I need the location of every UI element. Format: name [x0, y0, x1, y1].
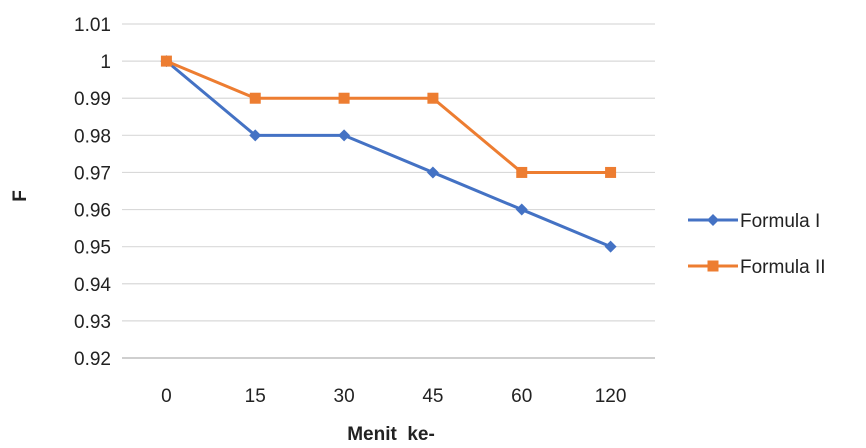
- x-tick-label: 120: [595, 386, 627, 407]
- y-axis-title: F: [10, 190, 31, 202]
- data-point: [249, 92, 261, 104]
- y-tick-label: 0.95: [74, 238, 111, 259]
- legend-label: Formula II: [740, 257, 826, 278]
- x-tick-label: 45: [422, 386, 443, 407]
- series-line: [165, 59, 612, 249]
- legend-label: Formula I: [740, 211, 820, 232]
- y-tick-label: 0.97: [74, 163, 111, 184]
- x-axis-tick-labels: 0 15 30 45 60 120: [161, 386, 626, 407]
- series-layer: [160, 55, 617, 253]
- y-tick-label: 0.99: [74, 89, 111, 110]
- data-point: [605, 166, 617, 178]
- data-point: [338, 92, 350, 104]
- data-point: [338, 129, 351, 142]
- y-tick-label: 0.93: [74, 312, 111, 333]
- y-tick-label: 0.92: [74, 349, 111, 370]
- series-2: [160, 55, 617, 178]
- series-line: [165, 59, 611, 174]
- legend-item: Formula II: [688, 257, 826, 278]
- x-axis-title: Menit ke-: [347, 424, 435, 445]
- data-point: [426, 166, 439, 179]
- y-tick-label: 0.98: [74, 126, 111, 147]
- legend-item: Formula I: [688, 211, 820, 232]
- legend-marker: [707, 214, 719, 226]
- data-point: [249, 129, 262, 142]
- y-tick-label: 0.96: [74, 201, 111, 222]
- series-1: [160, 55, 617, 253]
- y-tick-label: 1: [100, 52, 111, 73]
- x-tick-label: 0: [161, 386, 172, 407]
- x-tick-label: 60: [511, 386, 532, 407]
- data-point: [427, 92, 439, 104]
- legend: Formula I Formula II: [688, 211, 826, 278]
- y-tick-label: 1.01: [74, 15, 111, 36]
- x-tick-label: 15: [245, 386, 266, 407]
- legend-marker: [707, 260, 719, 272]
- y-tick-label: 0.94: [74, 275, 111, 296]
- y-axis-tick-labels: 0.92 0.93 0.94 0.95 0.96 0.97 0.98 0.99 1 1.01: [74, 15, 111, 370]
- data-point: [516, 166, 528, 178]
- x-tick-label: 30: [334, 386, 355, 407]
- data-point: [515, 203, 528, 216]
- data-point: [604, 240, 617, 253]
- data-point: [160, 55, 172, 67]
